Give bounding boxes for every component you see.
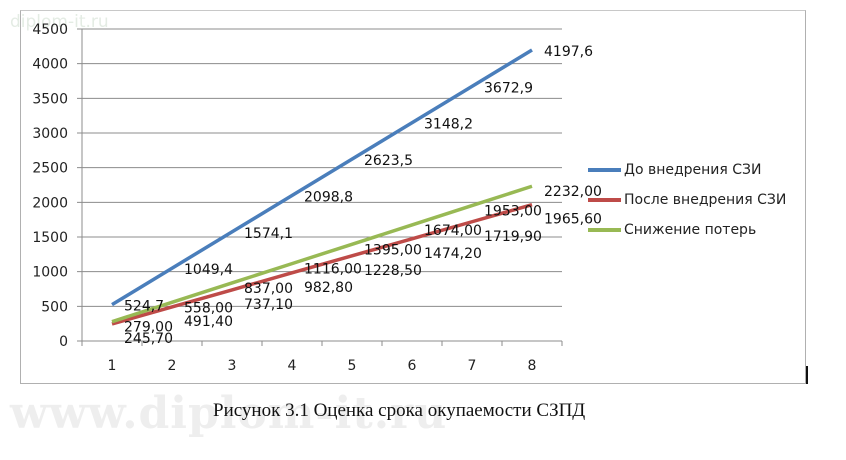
data-label: 558,00 [184,300,233,316]
y-tick-label: 3000 [32,126,68,142]
series-line [111,48,533,307]
legend-item-after: После внедрения СЗИ [588,185,786,215]
data-label: 1719,90 [484,229,542,245]
data-label: 837,00 [244,281,293,297]
figure-caption: Рисунок 3.1 Оценка срока окупаемости СЗП… [213,400,586,421]
y-tick-label: 4000 [32,57,68,73]
data-label: 279,00 [124,320,173,336]
data-label: 1953,00 [484,204,542,220]
x-tick-label: 7 [468,358,477,374]
x-tick-label: 6 [408,358,417,374]
watermark-top: diplom-it.ru [10,12,109,32]
watermark-bottom: www.diplom-it.ru [10,388,448,439]
x-tick-label: 4 [288,358,297,374]
y-tick-label: 1500 [32,230,68,246]
data-label: 2098,8 [304,189,353,205]
data-label: 1674,00 [424,223,482,239]
data-label: 3148,2 [424,117,473,133]
text-cursor [806,366,808,384]
chart-frame [20,10,806,384]
x-tick-label: 3 [228,358,237,374]
chart-legend: До внедрения СЗИ После внедрения СЗИ Сни… [588,155,786,245]
data-label: 737,10 [244,297,293,313]
legend-label: После внедрения СЗИ [624,192,787,208]
legend-label: Снижение потерь [624,222,757,238]
legend-item-before: До внедрения СЗИ [588,155,786,185]
legend-label: До внедрения СЗИ [624,162,762,178]
y-tick-label: 3500 [32,91,68,107]
series-line [111,184,533,324]
data-label: 524,7 [124,299,164,315]
data-label: 1474,20 [424,246,482,262]
x-tick-label: 5 [348,358,357,374]
legend-swatch-before [588,168,621,172]
y-tick-label: 2000 [32,195,68,211]
data-label: 1965,60 [544,212,602,228]
legend-swatch-reduction [588,228,621,232]
y-tick-label: 4500 [32,22,68,38]
data-label: 3672,9 [484,80,533,96]
y-tick-label: 500 [41,299,68,315]
data-label: 2232,00 [544,184,602,200]
data-label: 4197,6 [544,44,593,60]
y-tick-label: 2500 [32,161,68,177]
x-tick-label: 8 [528,358,537,374]
x-tick-label: 2 [168,358,177,374]
data-label: 1395,00 [364,242,422,258]
data-label: 1574,1 [244,226,293,242]
legend-item-reduction: Снижение потерь [588,215,786,245]
data-label: 982,80 [304,280,353,296]
data-label: 1116,00 [304,262,362,278]
data-label: 1228,50 [364,263,422,279]
series-line [111,203,533,326]
y-tick-label: 0 [59,334,68,350]
data-label: 491,40 [184,314,233,330]
data-label: 2623,5 [364,153,413,169]
x-tick-label: 1 [108,358,117,374]
legend-swatch-after [588,198,621,202]
y-tick-label: 1000 [32,265,68,281]
data-label: 1049,4 [184,262,233,278]
data-label: 245,70 [124,331,173,347]
